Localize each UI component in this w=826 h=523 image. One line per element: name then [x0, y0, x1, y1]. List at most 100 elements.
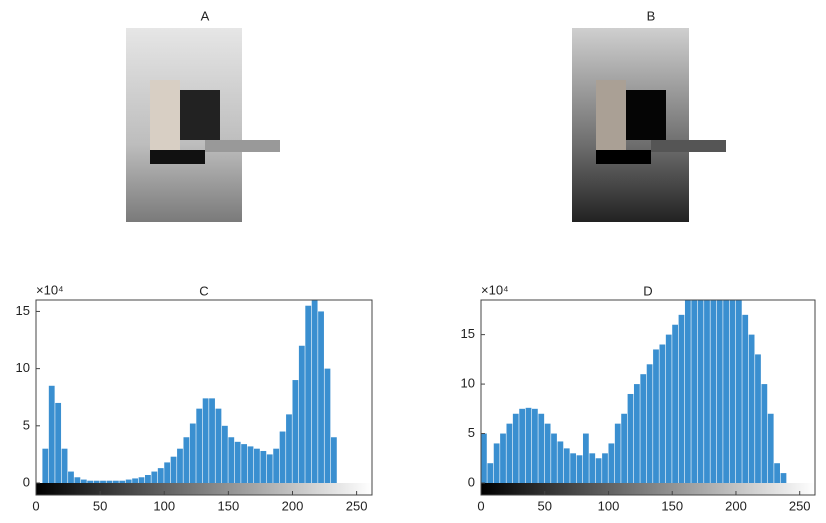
image-title: B	[647, 8, 656, 23]
bar	[774, 463, 780, 483]
bar	[589, 453, 596, 483]
bar	[767, 413, 774, 483]
bar	[570, 453, 577, 483]
bar	[87, 480, 94, 483]
colorbar	[481, 483, 815, 495]
axes-frame	[35, 299, 373, 496]
bar	[138, 477, 145, 483]
x-tick-label: 100	[598, 498, 620, 513]
bar	[506, 423, 513, 483]
bar	[602, 453, 608, 483]
bar	[221, 425, 228, 483]
bar	[704, 300, 710, 483]
bar	[324, 368, 331, 483]
bar	[646, 364, 653, 483]
x-tick-label: 200	[725, 498, 747, 513]
bar	[735, 300, 742, 483]
bar	[742, 314, 749, 483]
bar	[493, 443, 500, 483]
bar	[145, 474, 151, 483]
bar	[748, 334, 755, 483]
bar	[183, 437, 190, 483]
x-tick-label: 100	[153, 498, 175, 513]
y-tick-label: 15	[16, 303, 30, 318]
x-tick-label: 150	[218, 498, 240, 513]
bar	[215, 408, 222, 483]
bar	[106, 480, 113, 483]
bar	[691, 300, 698, 483]
bar	[298, 345, 305, 483]
bar	[557, 441, 564, 483]
colorbar	[36, 483, 372, 495]
bar	[633, 384, 640, 483]
bar	[672, 324, 678, 483]
bar	[247, 446, 254, 483]
bar	[189, 423, 196, 483]
bar	[659, 344, 666, 483]
x-tick-label: 250	[789, 498, 811, 513]
bar	[125, 479, 132, 483]
bar	[640, 374, 647, 483]
bar	[100, 480, 106, 483]
bar	[538, 413, 545, 483]
bar	[93, 480, 100, 483]
bar	[716, 300, 723, 483]
y-tick-label: 0	[468, 474, 475, 489]
y-tick-label: 5	[23, 417, 30, 432]
bar	[653, 349, 659, 483]
bar	[582, 433, 589, 483]
photo-a	[126, 28, 280, 222]
bar	[678, 314, 685, 483]
x-tick-label: 250	[346, 498, 368, 513]
y-multiplier: ×10⁴	[481, 282, 509, 297]
bar	[723, 300, 729, 483]
bar	[761, 384, 768, 483]
image-title: A	[201, 8, 210, 23]
bar	[196, 408, 203, 483]
bar	[55, 402, 62, 483]
bar	[48, 385, 55, 483]
bar	[318, 311, 324, 483]
bar	[80, 479, 87, 483]
bar	[260, 450, 267, 483]
bar	[234, 441, 241, 483]
bar	[119, 480, 126, 483]
bar	[112, 480, 119, 483]
y-tick-label: 15	[461, 326, 475, 341]
bar	[241, 444, 248, 483]
y-tick-label: 10	[461, 376, 475, 391]
bar	[525, 407, 532, 483]
bar	[254, 448, 260, 483]
bar	[684, 300, 691, 483]
bar	[164, 462, 171, 483]
bar	[279, 431, 286, 483]
bar	[266, 454, 273, 483]
bar	[273, 448, 280, 483]
x-tick-label: 150	[661, 498, 683, 513]
bar	[551, 433, 557, 483]
bar	[595, 458, 602, 483]
bar	[151, 471, 158, 483]
bar	[42, 448, 49, 483]
bar	[311, 300, 318, 483]
bar	[292, 380, 299, 483]
bar	[519, 408, 526, 483]
bar	[202, 398, 209, 483]
bar	[305, 305, 312, 483]
bar	[710, 300, 717, 483]
bar	[487, 463, 494, 483]
bar	[755, 354, 761, 483]
bar	[61, 448, 68, 483]
bar	[132, 478, 138, 483]
y-tick-label: 10	[16, 360, 30, 375]
bar	[614, 423, 621, 483]
bar	[209, 398, 215, 483]
y-tick-label: 5	[468, 425, 475, 440]
bar	[500, 433, 506, 483]
axes-frame	[480, 299, 816, 496]
bar	[621, 413, 628, 483]
bar	[170, 456, 177, 483]
bar	[157, 468, 164, 483]
x-tick-label: 200	[282, 498, 304, 513]
